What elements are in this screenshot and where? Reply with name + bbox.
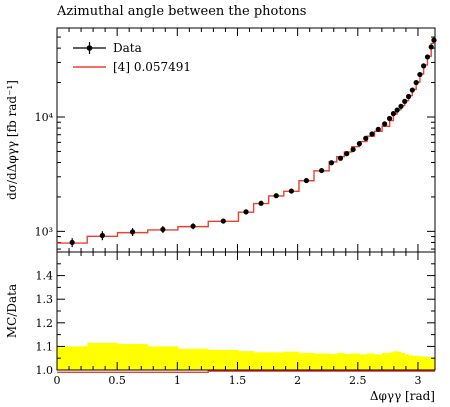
uncertainty-band [412, 355, 417, 370]
data-point [413, 79, 419, 86]
uncertainty-band [314, 353, 330, 370]
x-tick-label: 1.5 [229, 374, 247, 387]
data-point [390, 111, 397, 117]
data-point [398, 103, 404, 109]
x-tick-label: 1 [174, 374, 181, 387]
ratio-y-tick-label: 1.0 [36, 364, 54, 377]
data-point [424, 54, 431, 60]
data-point [220, 218, 226, 224]
data-point [428, 44, 434, 50]
uncertainty-band [427, 357, 432, 370]
data-point [273, 193, 279, 199]
ratio-panel: 1.0 1.1 1.2 1.3 1.4 0 0.5 1 1.5 2 2.5 3 MC/Data Δφγγ … [5, 251, 436, 403]
ratio-y-tick-label: 1.4 [36, 270, 54, 283]
uncertainty-band [366, 353, 375, 370]
data-point [190, 223, 196, 229]
x-axis-label: Δφγγ [rad] [370, 389, 435, 403]
legend-data-label: Data [113, 41, 142, 55]
uncertainty-band [351, 353, 360, 370]
data-point [417, 71, 423, 78]
data-point [394, 107, 400, 113]
x-tick-label: 3 [414, 374, 421, 387]
data-point [344, 151, 350, 157]
uncertainty-band [408, 355, 413, 370]
uncertainty-band [268, 352, 285, 370]
legend-mc-label: [4] 0.057491 [113, 60, 191, 74]
ratio-y-tick-label: 1.3 [36, 293, 54, 306]
uncertainty-band [423, 356, 428, 370]
ratio-y-tick-label: 1.1 [36, 340, 54, 353]
uncertainty-band [177, 348, 209, 370]
data-point [160, 226, 166, 233]
y-axis-label: dσ/dΔφγγ [fb rad⁻¹] [5, 80, 19, 200]
data-point [129, 229, 136, 235]
uncertainty-band [147, 346, 179, 370]
data-point [386, 115, 393, 122]
data-point [350, 146, 356, 153]
uncertainty-band [87, 342, 118, 370]
data-point [409, 87, 415, 93]
data-point [369, 131, 375, 137]
ratio-y-tick-label: 1.2 [36, 317, 54, 330]
ratio-line [57, 370, 435, 374]
uncertainty-band [374, 354, 383, 370]
uncertainty-band [336, 353, 345, 370]
uncertainty-band [404, 354, 409, 370]
data-point [303, 177, 310, 184]
uncertainty-band [431, 357, 436, 370]
uncertainty-band [359, 354, 368, 370]
plot-title: Azimuthal angle between the photons [57, 4, 307, 19]
uncertainty-band [400, 353, 406, 370]
data-point [337, 155, 344, 161]
legend-data-marker [86, 45, 93, 51]
data-point [99, 232, 105, 239]
ratio-y-axis-label: MC/Data [5, 284, 19, 338]
uncertainty-band [238, 351, 255, 370]
data-point [243, 209, 249, 215]
data-point [431, 37, 437, 43]
uncertainty-band [397, 351, 402, 370]
uncertainty-band [389, 352, 394, 370]
x-tick-label: 2.5 [349, 374, 367, 387]
data-point [402, 98, 408, 104]
data-point [405, 93, 412, 100]
y-tick-label: 10³ [35, 225, 53, 238]
uncertainty-band [393, 351, 398, 370]
uncertainty-band [57, 346, 88, 370]
data-point [421, 63, 427, 69]
data-point [318, 167, 325, 174]
data-point [375, 126, 381, 132]
uncertainty-band [382, 353, 391, 370]
uncertainty-band [298, 353, 315, 370]
main-panel: 10³ 10⁴ dσ/dΔφγγ [fb rad⁻¹] Data [4] 0.05749… [5, 27, 437, 253]
data-point [258, 200, 264, 206]
data-point [382, 121, 388, 127]
data-point [69, 239, 75, 246]
data-point [356, 141, 362, 147]
x-tick-label: 0.5 [108, 374, 126, 387]
x-tick-label: 2 [294, 374, 301, 387]
data-point [363, 135, 369, 141]
uncertainty-band [329, 353, 338, 370]
data-point [328, 160, 335, 166]
data-point [288, 188, 294, 194]
uncertainty-band [419, 356, 425, 370]
y-tick-label: 10⁴ [35, 111, 54, 124]
uncertainty-band [117, 344, 149, 370]
uncertainty-band [344, 353, 353, 370]
uncertainty-band [283, 351, 300, 370]
uncertainty-band [253, 352, 270, 370]
uncertainty-band [208, 349, 239, 370]
x-tick-label: 0 [54, 374, 61, 387]
